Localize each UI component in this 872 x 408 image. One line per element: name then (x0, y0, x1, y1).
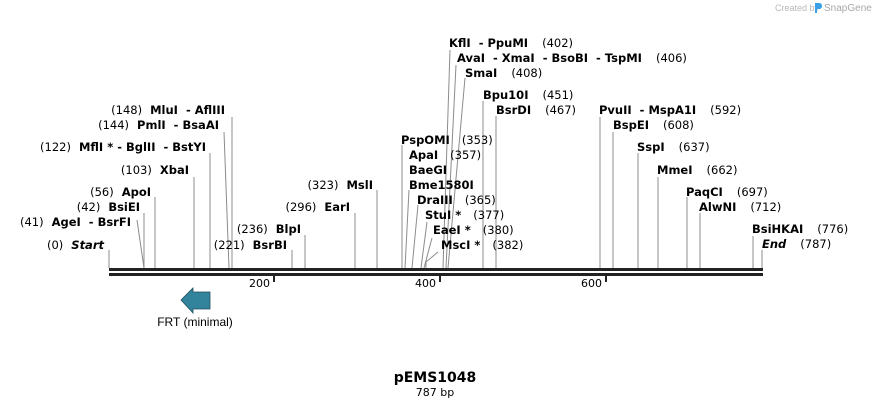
site-smai[interactable]: SmaI (408) (465, 66, 542, 80)
site-mmei[interactable]: MmeI (662) (657, 163, 737, 177)
map-title: pEMS1048 787 bp (394, 370, 477, 399)
tick-label-400: 400 (415, 277, 436, 290)
tick-200 (273, 276, 275, 282)
plasmid-name: pEMS1048 (394, 370, 477, 386)
feature-label: FRT (minimal) (157, 315, 233, 329)
site-agei[interactable]: (41) AgeI - BsrFI (20, 215, 131, 229)
site-eaei[interactable]: EaeI * (380) (433, 223, 514, 237)
site-connectors (108, 49, 763, 269)
site-apai[interactable]: ApaI (357) (409, 148, 481, 162)
bottom-strand (109, 273, 763, 276)
site-bme1580i[interactable]: Bme1580I (409, 178, 474, 192)
site-alwni[interactable]: AlwNI (712) (699, 200, 781, 214)
labels-left: (0) Start (41) AgeI - BsrFI (42) BsiEI (56)… (20, 103, 373, 252)
site-bsrbi[interactable]: (221) BsrBI (214, 238, 287, 252)
site-eari[interactable]: (296) EarI (285, 200, 350, 214)
tick-600 (605, 276, 607, 282)
credit-text: Created by (775, 3, 820, 13)
site-bsrdi[interactable]: BsrDI (467) (496, 103, 576, 117)
tick-label-600: 600 (581, 277, 602, 290)
snapgene-credit: Created by SnapGene (775, 3, 872, 14)
site-mlui[interactable]: (148) MluI - AflIII (111, 103, 225, 117)
axis-ticks: 200 400 600 (249, 276, 607, 290)
sequence-backbone (109, 268, 763, 276)
snapgene-logo-icon (815, 3, 822, 13)
site-end[interactable]: End (787) (762, 237, 831, 251)
tick-400 (439, 276, 441, 282)
site-apoi[interactable]: (56) ApoI (90, 185, 151, 199)
site-sspi[interactable]: SspI (637) (637, 140, 710, 154)
site-start[interactable]: (0) Start (47, 238, 105, 252)
plasmid-length: 787 bp (416, 386, 454, 399)
site-mfli[interactable]: (122) MflI * - BglII - BstYI (40, 140, 206, 154)
credit-brand: SnapGene (824, 3, 872, 14)
site-paqci[interactable]: PaqCI (697) (686, 185, 768, 199)
feature-frt-minimal[interactable]: FRT (minimal) (157, 287, 233, 329)
site-pspomi[interactable]: PspOMI (353) (401, 133, 493, 147)
top-strand (109, 268, 763, 271)
site-baegi[interactable]: BaeGI (409, 163, 447, 177)
site-pvuii[interactable]: PvuII - MspA1I (592) (599, 103, 741, 117)
site-xbai[interactable]: (103) XbaI (121, 163, 189, 177)
site-bsiei[interactable]: (42) BsiEI (77, 200, 140, 214)
site-msci[interactable]: MscI * (382) (441, 238, 523, 252)
reverse-arrow-icon[interactable] (180, 287, 211, 315)
site-blpi[interactable]: (236) BlpI (237, 222, 301, 236)
site-bpu10i[interactable]: Bpu10I (451) (483, 88, 573, 102)
site-msli[interactable]: (323) MslI (308, 178, 373, 192)
site-pmli[interactable]: (144) PmlI - BsaAI (98, 118, 219, 132)
site-bspei[interactable]: BspEI (608) (613, 118, 694, 132)
site-bsihkai[interactable]: BsiHKAI (776) (752, 222, 848, 236)
site-draiii[interactable]: DraIII (365) (417, 193, 496, 207)
site-avai[interactable]: AvaI - XmaI - BsoBI - TspMI (406) (457, 51, 687, 65)
labels-right: PspOMI (353) ApaI (357) BaeGI Bme1580I Dra… (401, 36, 848, 252)
tick-label-200: 200 (249, 277, 270, 290)
site-kfli[interactable]: KflI - PpuMI (402) (449, 36, 573, 50)
site-stui[interactable]: StuI * (377) (425, 208, 504, 222)
